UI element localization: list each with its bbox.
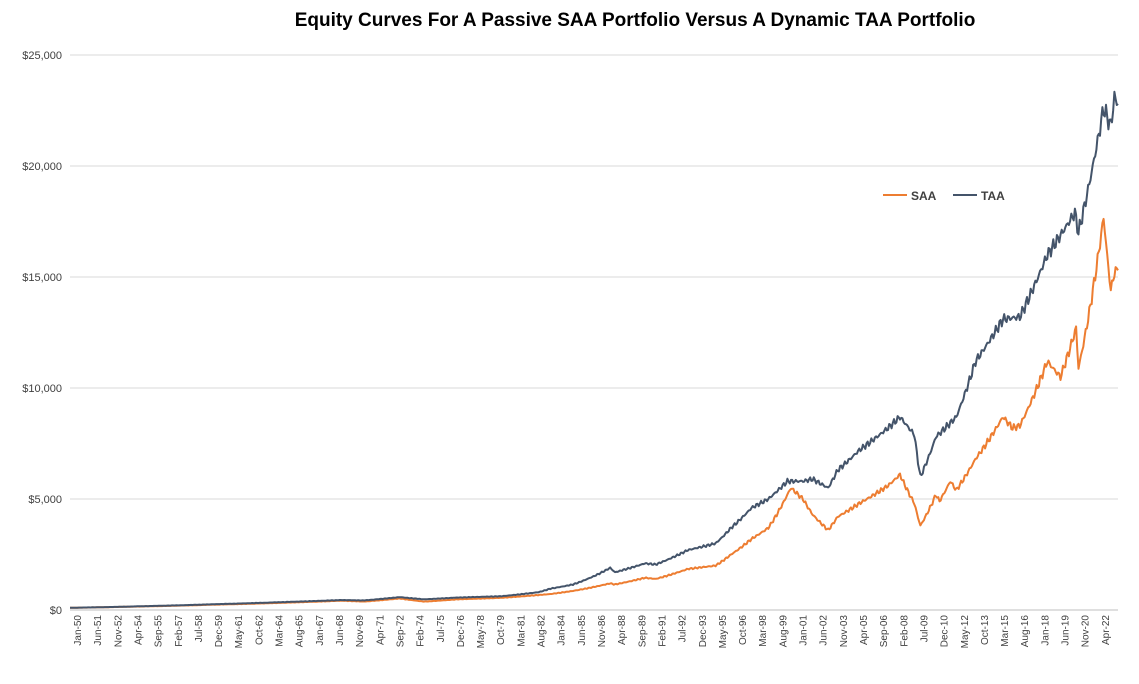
x-tick-label: Oct-79 [496, 615, 507, 645]
x-tick-label: Mar-15 [1000, 615, 1011, 647]
x-tick-label: Nov-52 [113, 615, 124, 648]
x-tick-label: Jul-92 [678, 615, 689, 643]
y-tick-label: $15,000 [22, 272, 62, 284]
x-axis: Jan-50 Jun-51 Nov-52 Apr-54 Sep-55 Feb-57 Jul-… [70, 609, 1118, 649]
x-tick-label: Jan-18 [1040, 615, 1051, 646]
y-tick-label: $5,000 [28, 494, 62, 506]
y-tick-label: $10,000 [22, 383, 62, 395]
x-tick-label: Aug-65 [295, 615, 306, 648]
chart-title: Equity Curves For A Passive SAA Portfoli… [295, 10, 976, 31]
x-tick-label: Jun-85 [577, 615, 588, 646]
y-tick-label: $0 [50, 605, 62, 617]
series-lines [70, 90, 1119, 609]
x-tick-label: Jan-67 [315, 615, 326, 646]
x-tick-label: Jun-51 [93, 615, 104, 646]
x-tick-label: May-61 [234, 615, 245, 649]
x-tick-label: Jun-02 [819, 615, 830, 646]
x-tick-label: May-95 [718, 615, 729, 649]
x-tick-label: Apr-71 [375, 615, 386, 645]
y-tick-label: $25,000 [22, 50, 62, 62]
series-line-taa [70, 90, 1119, 609]
x-tick-label: Feb-91 [657, 615, 668, 647]
legend: SAA TAA [883, 189, 1005, 203]
x-tick-label: Mar-81 [516, 615, 527, 647]
x-tick-label: Dec-10 [940, 615, 951, 648]
y-axis: $0 $5,000 $10,000 $15,000 $20,000 $25,000 [22, 50, 62, 617]
x-tick-label: Jan-50 [73, 615, 84, 646]
x-tick-label: Sep-89 [637, 615, 648, 648]
x-tick-label: Apr-88 [617, 615, 628, 645]
x-tick-label: Apr-05 [859, 615, 870, 645]
x-tick-label: Jan-84 [557, 615, 568, 646]
x-tick-label: Jul-09 [919, 615, 930, 643]
x-tick-label: Feb-08 [899, 615, 910, 647]
x-tick-label: Nov-03 [839, 615, 850, 648]
x-tick-label: May-12 [960, 615, 971, 649]
x-tick-label: Sep-55 [154, 615, 165, 648]
x-tick-label: Nov-86 [597, 615, 608, 648]
y-tick-label: $20,000 [22, 161, 62, 173]
x-tick-label: Jul-58 [194, 615, 205, 643]
x-tick-label: Aug-82 [537, 615, 548, 648]
x-tick-label: Oct-96 [738, 615, 749, 645]
x-tick-label: Sep-06 [879, 615, 890, 648]
x-tick-label: Jun-19 [1061, 615, 1072, 646]
x-tick-label: Nov-69 [355, 615, 366, 648]
gridlines [70, 54, 1118, 500]
x-tick-label: Mar-64 [275, 615, 286, 647]
x-tick-label: Dec-93 [698, 615, 709, 648]
x-tick-label: Aug-99 [778, 615, 789, 648]
x-tick-label: Feb-57 [174, 615, 185, 647]
x-tick-label: Jun-68 [335, 615, 346, 646]
x-tick-label: Oct-13 [980, 615, 991, 645]
x-tick-label: Dec-59 [214, 615, 225, 648]
legend-label-taa: TAA [981, 189, 1005, 203]
x-tick-label: Apr-22 [1101, 615, 1112, 645]
x-tick-label: May-78 [476, 615, 487, 649]
x-tick-label: Sep-72 [395, 615, 406, 648]
x-tick-label: Aug-16 [1020, 615, 1031, 648]
x-tick-label: Feb-74 [416, 615, 427, 647]
legend-label-saa: SAA [911, 189, 937, 203]
x-tick-label: Dec-76 [456, 615, 467, 648]
x-tick-label: Nov-20 [1081, 615, 1092, 648]
x-tick-label: Jul-75 [436, 615, 447, 643]
x-tick-label: Apr-54 [133, 615, 144, 645]
x-tick-label: Mar-98 [758, 615, 769, 647]
x-tick-label: Oct-62 [254, 615, 265, 645]
x-tick-label: Jan-01 [799, 615, 810, 646]
